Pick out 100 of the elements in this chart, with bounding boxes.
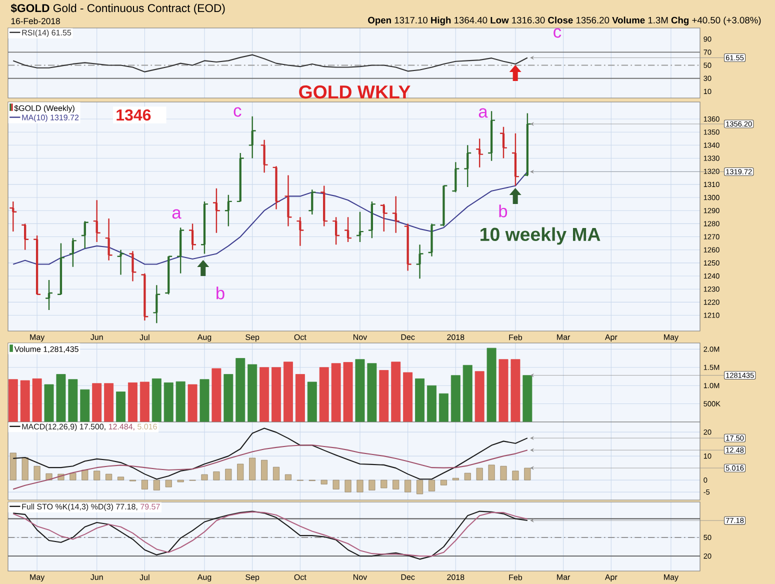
annotation: c [554, 28, 562, 38]
bar [213, 471, 220, 480]
bar [450, 375, 460, 422]
bar [440, 480, 447, 486]
bar [128, 382, 138, 422]
legend-label: $GOLD (Weekly) [14, 104, 74, 113]
bar [415, 378, 425, 422]
x-tick-label: May [664, 334, 678, 342]
bar [118, 476, 124, 480]
x-tick-label: Feb [509, 334, 522, 340]
bar [237, 464, 244, 480]
bar [332, 480, 340, 490]
bar [140, 382, 150, 422]
x-tick-label: Jun [90, 574, 103, 580]
bar [44, 384, 54, 422]
bar [20, 380, 30, 422]
bar [404, 480, 412, 492]
x-tick-label: May [664, 574, 679, 582]
x-tick-label: Dec [401, 574, 415, 580]
x-tick-label: Jul [140, 574, 150, 580]
chart-subtitle: 16-Feb-2018 [11, 18, 60, 24]
x-tick-label: Sep [246, 574, 260, 582]
bar [355, 359, 365, 422]
bar [188, 384, 198, 422]
bar [283, 362, 293, 422]
bar [476, 468, 483, 480]
bar [427, 385, 436, 422]
bar [368, 480, 376, 490]
bar [56, 374, 66, 422]
x-tick-label: Jun [90, 334, 103, 340]
bar [356, 480, 364, 492]
x-tick-label: Oct [294, 334, 306, 340]
bar [225, 468, 232, 480]
bar [272, 367, 281, 422]
x-tick-label: 2018 [447, 574, 464, 580]
bar [510, 359, 520, 422]
x-tick-label: 2018 [447, 334, 464, 340]
bar [331, 363, 341, 422]
x-tick-label: Apr [604, 574, 618, 582]
x-tick-label: Apr [604, 334, 618, 342]
bar [319, 367, 329, 422]
x-tick-label: May [30, 574, 45, 582]
bar [104, 383, 114, 422]
bar [10, 452, 16, 480]
bar [22, 457, 28, 480]
annotation: b [499, 204, 508, 218]
bar [260, 367, 270, 422]
bar [307, 382, 317, 422]
bar [70, 472, 76, 480]
bar [249, 458, 256, 480]
bar [165, 480, 172, 488]
annotation: b [216, 286, 224, 300]
bar [486, 348, 496, 422]
bar [141, 480, 148, 490]
bar [416, 480, 424, 494]
bar [164, 382, 174, 422]
bar [94, 470, 100, 480]
bar [295, 374, 305, 422]
bar [152, 378, 162, 422]
x-tick-label: Sep [246, 334, 260, 342]
bar [379, 370, 389, 422]
x-tick-label: May [30, 334, 45, 342]
text: 12.484, [108, 424, 134, 430]
legend-label: MA(10) 1319.72 [22, 114, 79, 122]
bar [201, 474, 208, 480]
bar [464, 472, 471, 480]
bar [92, 383, 102, 422]
bar [212, 368, 222, 422]
x-tick-label: Nov [354, 334, 368, 340]
x-tick-label: Aug [197, 334, 212, 342]
chart-title: $GOLD Gold - Continuous Contract (EOD) [10, 4, 225, 14]
bar [200, 379, 210, 422]
text: 5.016 [138, 424, 157, 430]
bar [176, 381, 186, 422]
bar [153, 480, 160, 490]
bar [498, 359, 508, 422]
annotation: 1346 [116, 109, 151, 121]
annotation: 10 weekly MA [480, 227, 600, 245]
bar [320, 480, 328, 484]
bar [343, 362, 353, 422]
bar [512, 470, 519, 480]
bar [272, 466, 280, 480]
bar [236, 358, 246, 422]
bar [403, 372, 413, 422]
bar [462, 364, 472, 422]
bar [8, 379, 18, 422]
annotation: a [172, 209, 182, 219]
bar [524, 468, 531, 480]
x-tick-label: Mar [557, 334, 570, 340]
bar [32, 378, 42, 422]
bar [248, 364, 258, 422]
legend-label: Volume 1,281,435 [14, 346, 78, 353]
bar [438, 393, 448, 422]
legend-label: Full STO %K(14,3) %D(3) 77.18, [22, 504, 138, 512]
legend-label: RSI(14) 61.55 [22, 30, 72, 38]
bar [224, 374, 234, 422]
bar [284, 474, 292, 480]
x-tick-label: Dec [401, 334, 415, 340]
bar [367, 363, 377, 422]
bar [474, 371, 484, 422]
